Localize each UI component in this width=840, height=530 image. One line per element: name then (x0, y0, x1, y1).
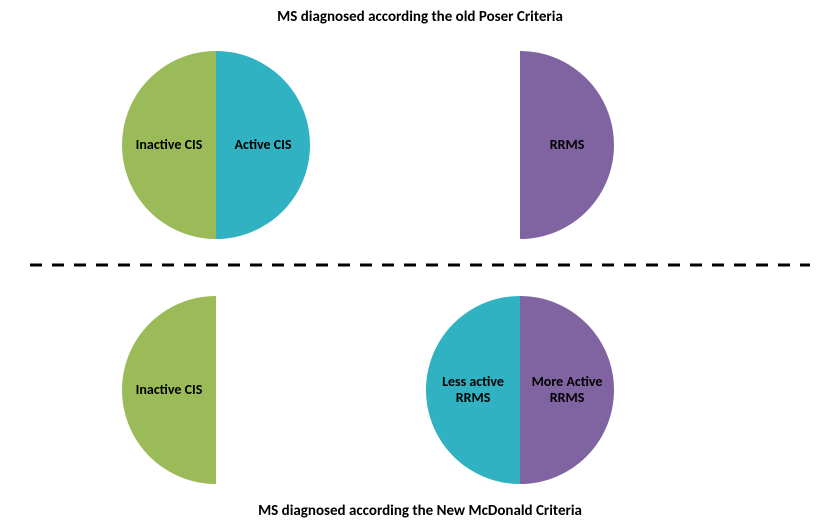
shape-label: More Active RRMS (526, 374, 609, 406)
title-bottom: MS diagnosed according the New McDonald … (0, 502, 840, 520)
title-top: MS diagnosed according the old Poser Cri… (0, 8, 840, 26)
shape-top-inactive-cis: Inactive CIS (121, 50, 216, 240)
diagram-canvas: MS diagnosed according the old Poser Cri… (0, 0, 840, 530)
shape-top-active-cis: Active CIS (216, 50, 311, 240)
shape-label: Active CIS (228, 137, 297, 153)
shape-bottom-more-active: More Active RRMS (520, 295, 615, 485)
shape-bottom-less-active: Less active RRMS (425, 295, 520, 485)
shape-label: RRMS (544, 137, 591, 153)
shape-top-rrms: RRMS (520, 50, 615, 240)
divider-dashed-line-icon (0, 263, 840, 267)
shape-bottom-inactive-cis: Inactive CIS (121, 295, 216, 485)
shape-label: Inactive CIS (130, 137, 209, 153)
shape-label: Inactive CIS (130, 382, 209, 398)
shape-label: Less active RRMS (436, 374, 510, 406)
